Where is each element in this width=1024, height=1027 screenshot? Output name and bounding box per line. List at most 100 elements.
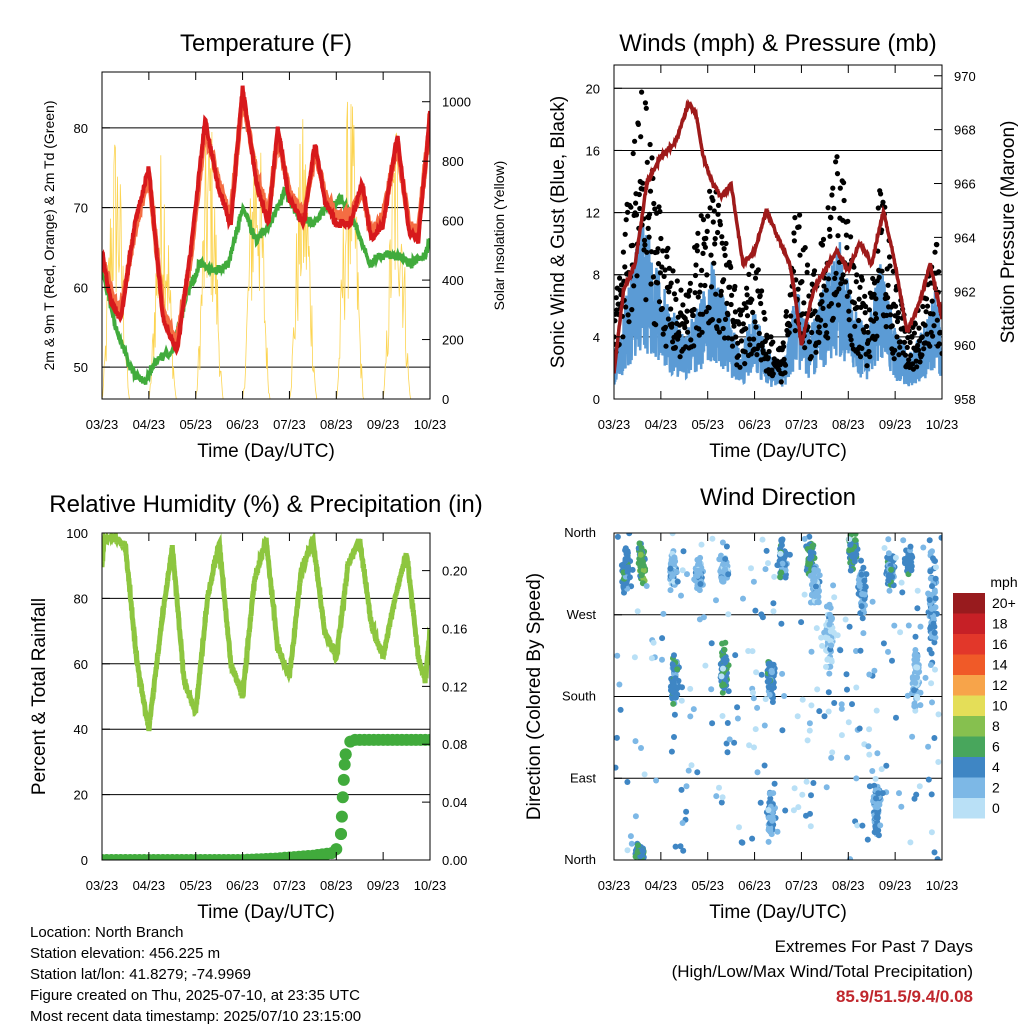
direction-point	[626, 574, 633, 581]
direction-point	[708, 640, 715, 647]
gust-point	[634, 273, 640, 279]
gust-point	[857, 354, 864, 360]
gust-point	[656, 204, 662, 210]
direction-point	[765, 807, 772, 813]
dewpoint-line	[102, 186, 430, 385]
direction-point	[912, 679, 919, 686]
direction-point	[885, 648, 891, 655]
x-tick-label: 07/23	[273, 878, 306, 893]
x-tick-label: 03/23	[86, 878, 119, 893]
temp-2m-line	[102, 85, 430, 356]
direction-point	[680, 847, 687, 854]
direction-point	[898, 803, 905, 810]
gust-point	[847, 289, 853, 295]
gust-points	[614, 89, 942, 385]
direction-point	[786, 551, 793, 558]
direction-point	[861, 577, 868, 584]
gust-point	[635, 121, 642, 127]
direction-point	[932, 666, 938, 673]
direction-point	[896, 790, 902, 797]
gust-point	[841, 197, 847, 204]
gust-point	[856, 296, 862, 302]
direction-point	[938, 534, 942, 541]
gust-point	[923, 309, 929, 315]
gust-point	[696, 326, 702, 332]
direction-point	[721, 646, 728, 653]
direction-point	[912, 707, 919, 714]
y-tick-right-label: 958	[954, 392, 976, 407]
gust-point	[833, 159, 839, 165]
legend-label: 6	[992, 739, 1000, 755]
y-tick-label: 100	[66, 526, 88, 541]
gust-point	[930, 333, 936, 339]
y-tick-label: 12	[586, 206, 600, 221]
x-tick-label: 08/23	[320, 878, 353, 893]
direction-point	[683, 783, 690, 790]
gust-point	[835, 302, 842, 308]
gust-point	[914, 364, 920, 370]
gust-point	[744, 313, 751, 319]
gust-point	[665, 245, 671, 251]
direction-point	[825, 689, 832, 696]
direction-point	[631, 654, 638, 661]
direction-point	[875, 832, 882, 839]
direction-point	[809, 544, 816, 551]
direction-point	[864, 836, 871, 843]
direction-point	[698, 541, 705, 548]
direction-point	[720, 681, 727, 688]
direction-point	[725, 611, 732, 618]
direction-point	[899, 589, 906, 596]
direction-point	[885, 536, 892, 543]
gust-point	[700, 250, 706, 256]
direction-point	[877, 822, 884, 829]
gust-point	[757, 293, 763, 299]
direction-point	[767, 824, 774, 831]
direction-point	[672, 694, 679, 701]
gust-point	[622, 264, 628, 270]
direction-point	[844, 686, 850, 693]
x-tick-label: 06/23	[738, 878, 771, 893]
gust-point	[614, 318, 618, 324]
pressure-line	[614, 98, 942, 374]
direction-point	[670, 571, 677, 578]
direction-point	[928, 791, 935, 798]
direction-point	[637, 551, 644, 558]
direction-point	[767, 790, 774, 797]
direction-point	[732, 652, 739, 659]
direction-point	[722, 659, 729, 666]
gust-point	[782, 362, 789, 368]
gust-point	[703, 309, 709, 315]
direction-point	[931, 639, 938, 646]
direction-point	[684, 571, 690, 578]
direction-point	[745, 648, 752, 654]
gust-point	[633, 212, 640, 218]
x-tick-label: 05/23	[691, 878, 724, 893]
temperature-data	[102, 85, 430, 399]
direction-point	[724, 720, 731, 726]
direction-point	[794, 713, 801, 720]
direction-point	[758, 611, 765, 618]
solar-insolation-line	[195, 130, 224, 399]
direction-point	[930, 555, 936, 562]
gust-point	[684, 319, 690, 325]
gust-point	[700, 311, 706, 317]
gust-point	[844, 245, 850, 251]
direction-point	[807, 555, 813, 562]
gust-point	[747, 342, 753, 348]
gust-point	[631, 283, 637, 289]
gust-point	[818, 317, 824, 323]
direction-point	[695, 570, 702, 577]
gust-point	[930, 311, 936, 317]
direction-point	[856, 725, 863, 732]
gust-point	[662, 267, 668, 273]
gust-point	[666, 289, 672, 295]
gust-point	[673, 296, 679, 302]
direction-point	[920, 544, 927, 551]
x-tick-label: 10/23	[926, 417, 959, 432]
gust-point	[750, 309, 756, 315]
direction-point	[770, 600, 777, 607]
gust-point	[669, 321, 675, 327]
gust-point	[644, 159, 650, 165]
direction-point	[618, 562, 625, 569]
gust-point	[887, 263, 893, 269]
